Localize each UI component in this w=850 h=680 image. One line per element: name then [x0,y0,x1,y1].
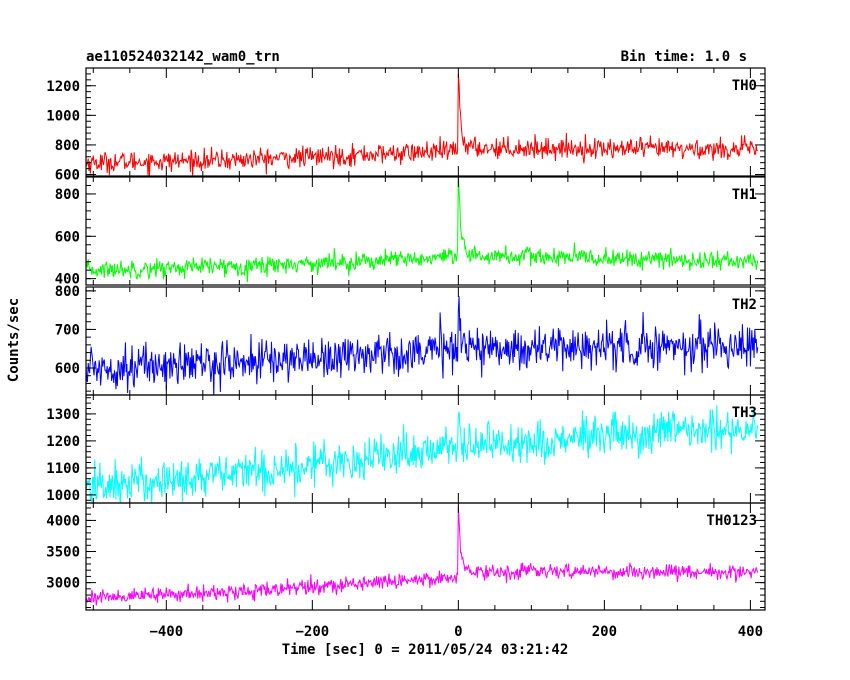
bin-time-label: Bin time: 1.0 s [621,49,747,65]
y-tick-label: 4000 [46,513,80,529]
panel-frame [85,176,766,286]
panel-label: TH0 [732,78,757,94]
panel-th0123: 3000 3500 4000 TH0123 [46,502,766,611]
y-tick-label: 600 [55,168,80,184]
chart-title: ae110524032142_wam0_trn [86,49,280,65]
panel-frame [85,502,766,611]
x-tick-label: −200 [295,624,329,640]
y-tick-label: 3000 [46,576,80,592]
panel-th2: 600 700 800 TH2 [55,284,766,396]
x-axis: −400 −200 0 200 400 [149,624,763,640]
y-tick-label: 600 [55,229,80,245]
panel-label: TH3 [732,405,757,421]
panel-label: TH2 [732,297,757,313]
y-tick-label: 1300 [46,407,80,423]
panel-th3: 1000 1100 1200 1300 TH3 [46,394,766,504]
y-tick-label: 800 [55,138,80,154]
panel-label: TH1 [732,187,757,203]
panel-label: TH0123 [706,513,757,529]
panel-th0: 600 800 1000 1200 TH0 [46,67,766,184]
series-line-th0123 [86,506,759,606]
panels-group: 600 800 1000 1200 TH0 400 600 800 TH1 600 700 800 TH… [46,67,766,611]
y-tick-label: 1000 [46,108,80,124]
y-tick-label: 600 [55,361,80,377]
panel-frame [85,67,766,177]
panel-th1: 400 600 800 TH1 [55,176,766,288]
x-tick-label: −400 [149,624,183,640]
x-tick-label: 200 [592,624,617,640]
series-line-th1 [86,177,759,283]
y-tick-label: 400 [55,272,80,288]
x-axis-label: Time [sec] 0 = 2011/05/24 03:21:42 [282,642,569,658]
series-line-th2 [86,296,759,395]
y-tick-label: 700 [55,322,80,338]
series-line-th3 [86,405,759,503]
y-axis-label: Counts/sec [6,298,22,382]
y-tick-label: 1000 [46,488,80,504]
y-tick-label: 800 [55,187,80,203]
y-tick-label: 1100 [46,461,80,477]
x-tick-label: 0 [454,624,462,640]
y-tick-label: 1200 [46,79,80,95]
y-tick-label: 3500 [46,545,80,561]
y-tick-label: 800 [55,284,80,300]
series-line-th0 [86,74,758,176]
panel-frame [85,394,766,504]
x-tick-label: 400 [738,624,763,640]
y-tick-label: 1200 [46,434,80,450]
